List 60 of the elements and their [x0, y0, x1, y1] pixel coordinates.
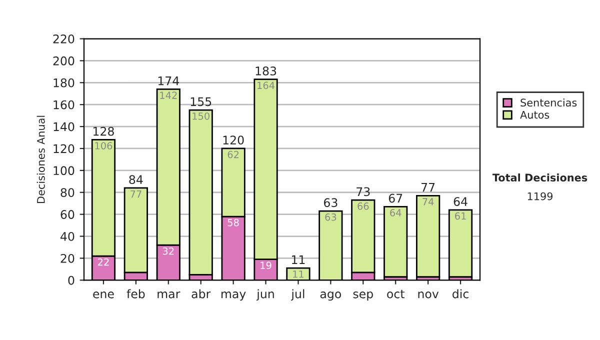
y-tick-label: 140: [54, 122, 74, 132]
y-tick-label: 200: [53, 56, 74, 66]
x-tick-label: jun: [256, 289, 274, 301]
x-tick-label: oct: [387, 290, 404, 298]
y-axis-title: Decisiones Anual: [36, 116, 45, 203]
y-tick-label: 120: [54, 144, 74, 154]
total-label: 11: [292, 255, 305, 264]
total-label: 183: [256, 66, 276, 76]
text: 1199: [528, 192, 553, 200]
y-tick-label: 180: [54, 78, 74, 88]
x-tick-label: nov: [418, 292, 439, 298]
data-label: 142: [160, 92, 177, 99]
y-tick-label: 20: [60, 254, 74, 263]
data-label: 32: [162, 247, 174, 255]
data-label: 66: [358, 202, 369, 210]
data-label: 58: [228, 218, 239, 226]
bar: [448, 209, 473, 278]
bar: [416, 194, 440, 278]
total-label: 64: [454, 197, 468, 206]
x-tick-label: ene: [93, 292, 114, 298]
x-tick-label: mar: [158, 292, 180, 298]
y-tick-label: 40: [60, 232, 74, 241]
legend-label: Sentencias: [520, 98, 577, 107]
x-tick-label: ago: [320, 292, 342, 301]
x-tick-label: sep: [353, 292, 373, 301]
data-label: 63: [325, 213, 336, 221]
x-tick-label: jul: [290, 289, 304, 301]
y-tick-label: 160: [54, 100, 74, 110]
data-label: 74: [422, 198, 434, 206]
y-tick-label: 220: [53, 34, 74, 44]
total-label: 128: [94, 126, 114, 136]
data-label: 19: [260, 262, 272, 270]
total-label: 120: [223, 136, 244, 145]
text: Total Decisiones: [492, 173, 588, 182]
data-label: 106: [95, 142, 112, 150]
data-label: 22: [98, 258, 109, 266]
total-label: 73: [356, 187, 370, 196]
x-tick-label: abr: [192, 289, 211, 298]
data-label: 164: [258, 82, 275, 90]
total-label: 174: [158, 76, 179, 86]
x-tick-label: may: [222, 292, 246, 301]
total-label: 63: [324, 198, 338, 208]
x-tick-label: feb: [126, 289, 145, 298]
data-label: 61: [455, 212, 466, 220]
data-label: 64: [390, 209, 402, 216]
y-tick-label: 0: [68, 276, 74, 285]
total-label: 77: [422, 182, 435, 192]
legend-label: Autos: [520, 110, 550, 119]
y-tick-label: 100: [54, 166, 74, 176]
total-label: 67: [388, 194, 402, 203]
data-label: 150: [192, 112, 210, 120]
bar: [384, 206, 408, 278]
y-tick-label: 60: [60, 210, 74, 219]
data-label: 62: [228, 150, 239, 158]
data-label: 11: [293, 270, 304, 278]
y-tick-label: 80: [60, 188, 74, 198]
total-label: 155: [190, 97, 212, 106]
x-tick-label: dic: [452, 289, 468, 298]
total-label: 84: [129, 175, 143, 184]
data-label: 77: [130, 190, 142, 198]
